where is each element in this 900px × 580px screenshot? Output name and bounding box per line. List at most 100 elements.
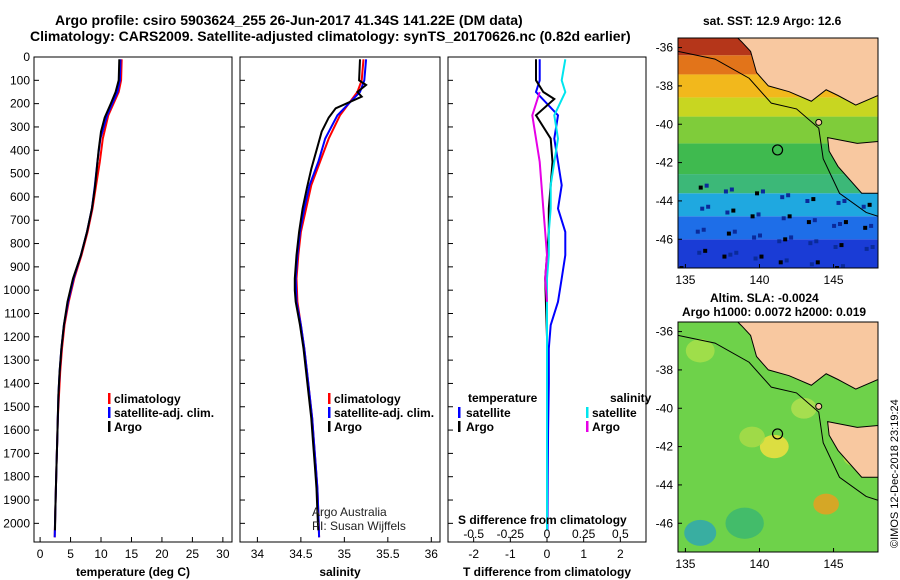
- temperature-legend-label: satellite-adj. clim.: [114, 406, 214, 420]
- depth-tick-label: 200: [10, 97, 30, 111]
- sst-noise-cell: [870, 245, 875, 249]
- temperature-legend-label: climatology: [114, 392, 181, 406]
- sst-noise-cell: [864, 246, 869, 251]
- sla-anomaly-blob: [684, 519, 717, 546]
- difference-xtick-label: 1: [580, 547, 587, 561]
- temperature-frame: [33, 56, 233, 543]
- salinity-annotation-line1: Argo Australia: [312, 505, 387, 519]
- sst-noise-cell: [701, 227, 706, 232]
- salinity-legend-swatch: [328, 407, 331, 418]
- tasmania: [827, 421, 878, 478]
- sst-band: [678, 216, 878, 240]
- diff-s-tick-label: 0.5: [612, 527, 629, 541]
- diff-legend-right-label: Argo: [592, 420, 620, 434]
- temperature-legend-swatch: [108, 393, 111, 404]
- sla-anomaly-blob: [791, 397, 817, 419]
- sst-map-title: sat. SST: 12.9 Argo: 12.6: [703, 14, 842, 28]
- sst-noise-cell: [725, 210, 730, 215]
- salinity-legend-label: Argo: [334, 420, 362, 434]
- depth-tick-label: 1800: [3, 470, 30, 484]
- difference-series-argo_s: [531, 91, 549, 302]
- sst-noise-cell: [695, 229, 700, 234]
- sst-noise-cell: [789, 235, 794, 240]
- salinity-frame: [239, 56, 441, 543]
- sst-noise-cell: [700, 206, 705, 211]
- sla-lon-tick-label: 145: [824, 557, 844, 571]
- figure-title-line1: Argo profile: csiro 5903624_255 26-Jun-2…: [55, 12, 523, 28]
- tasmania: [827, 137, 878, 194]
- sst-noise-cell: [781, 216, 786, 221]
- sst-noise-cell: [861, 204, 866, 209]
- sla-argo-location-marker: [771, 428, 784, 440]
- diff-legend-right-title: salinity: [610, 391, 652, 405]
- sst-noise-cell: [835, 266, 840, 268]
- diff-legend-left-swatch: [458, 421, 461, 432]
- sst-lat-tick-label: -42: [656, 156, 674, 170]
- salinity-legend-label: climatology: [334, 392, 401, 406]
- king-island: [815, 402, 823, 410]
- depth-tick-label: 1000: [3, 283, 30, 297]
- depth-tick-label: 900: [10, 260, 30, 274]
- sst-shelf-contour: [678, 50, 878, 217]
- sst-lat-tick-label: -40: [656, 117, 674, 131]
- temperature-series-argo: [54, 59, 121, 531]
- sst-lat-tick-label: -44: [656, 194, 674, 208]
- depth-tick-label: 0: [23, 50, 30, 64]
- temperature-series-climatology: [53, 59, 123, 538]
- sst-noise-cell: [839, 243, 844, 248]
- sla-lat-tick-label: -44: [656, 478, 674, 492]
- salinity-xlabel: salinity: [319, 565, 361, 579]
- sla-lon-tick-label: 140: [749, 557, 769, 571]
- sst-noise-cell: [814, 239, 819, 244]
- diff-s-tick-label: -0.5: [463, 527, 484, 541]
- temperature-legend-swatch: [108, 421, 111, 432]
- sla-lon-tick-label: 135: [675, 557, 695, 571]
- sst-noise-cell: [753, 256, 758, 261]
- salinity-legend-swatch: [328, 421, 331, 432]
- depth-tick-label: 1400: [3, 376, 30, 390]
- sst-noise-cell: [704, 183, 709, 188]
- mainland-australia: [737, 322, 878, 390]
- sst-lat-tick-label: -46: [656, 232, 674, 246]
- salinity-legend-label: satellite-adj. clim.: [334, 406, 434, 420]
- diff-s-tick-label: -0.25: [497, 527, 525, 541]
- sst-map: [677, 37, 879, 269]
- depth-tick-label: 700: [10, 213, 30, 227]
- sst-noise-cell: [703, 248, 708, 253]
- temperature-xtick-label: 5: [67, 547, 74, 561]
- sst-noise-cell: [842, 199, 847, 203]
- difference-xtick-label: -2: [468, 547, 479, 561]
- depth-tick-label: 1100: [4, 306, 30, 320]
- sla-map: [677, 321, 879, 553]
- sst-noise-cell: [755, 191, 760, 196]
- sla-anomaly-blob: [813, 493, 839, 515]
- sst-noise-cell: [811, 197, 816, 202]
- sla-lat-tick-label: -36: [656, 325, 674, 339]
- imos-credit: ©IMOS 12-Dec-2018 23:19:24: [889, 399, 900, 548]
- sst-noise-cell: [760, 189, 765, 194]
- sst-noise-cell: [812, 218, 817, 223]
- sla-shelf-contour: [678, 334, 878, 501]
- sla-anomaly-blob: [725, 507, 764, 539]
- diff-s-tick-label: 0: [544, 527, 551, 541]
- sst-noise-cell: [723, 189, 728, 194]
- depth-tick-label: 100: [10, 73, 30, 87]
- sst-noise-cell: [843, 220, 848, 225]
- sla-anomaly-blob: [685, 339, 715, 363]
- sla-lat-tick-label: -42: [656, 440, 674, 454]
- sst-argo-location-marker: [771, 144, 784, 156]
- temperature-xtick-label: 20: [155, 547, 169, 561]
- salinity-legend-swatch: [328, 393, 331, 404]
- temperature-xlabel: temperature (deg C): [76, 565, 190, 579]
- sst-noise-cell: [778, 260, 783, 265]
- temperature-xtick-label: 10: [94, 547, 108, 561]
- sla-anomaly-blob: [759, 434, 789, 459]
- sla-lat-tick-label: -38: [656, 363, 674, 377]
- difference-xtick-label: 0: [544, 547, 551, 561]
- sst-noise-cell: [832, 223, 837, 228]
- sst-noise-cell: [833, 245, 838, 249]
- temperature-xtick-label: 0: [37, 547, 44, 561]
- diff-legend-right-swatch: [586, 407, 589, 418]
